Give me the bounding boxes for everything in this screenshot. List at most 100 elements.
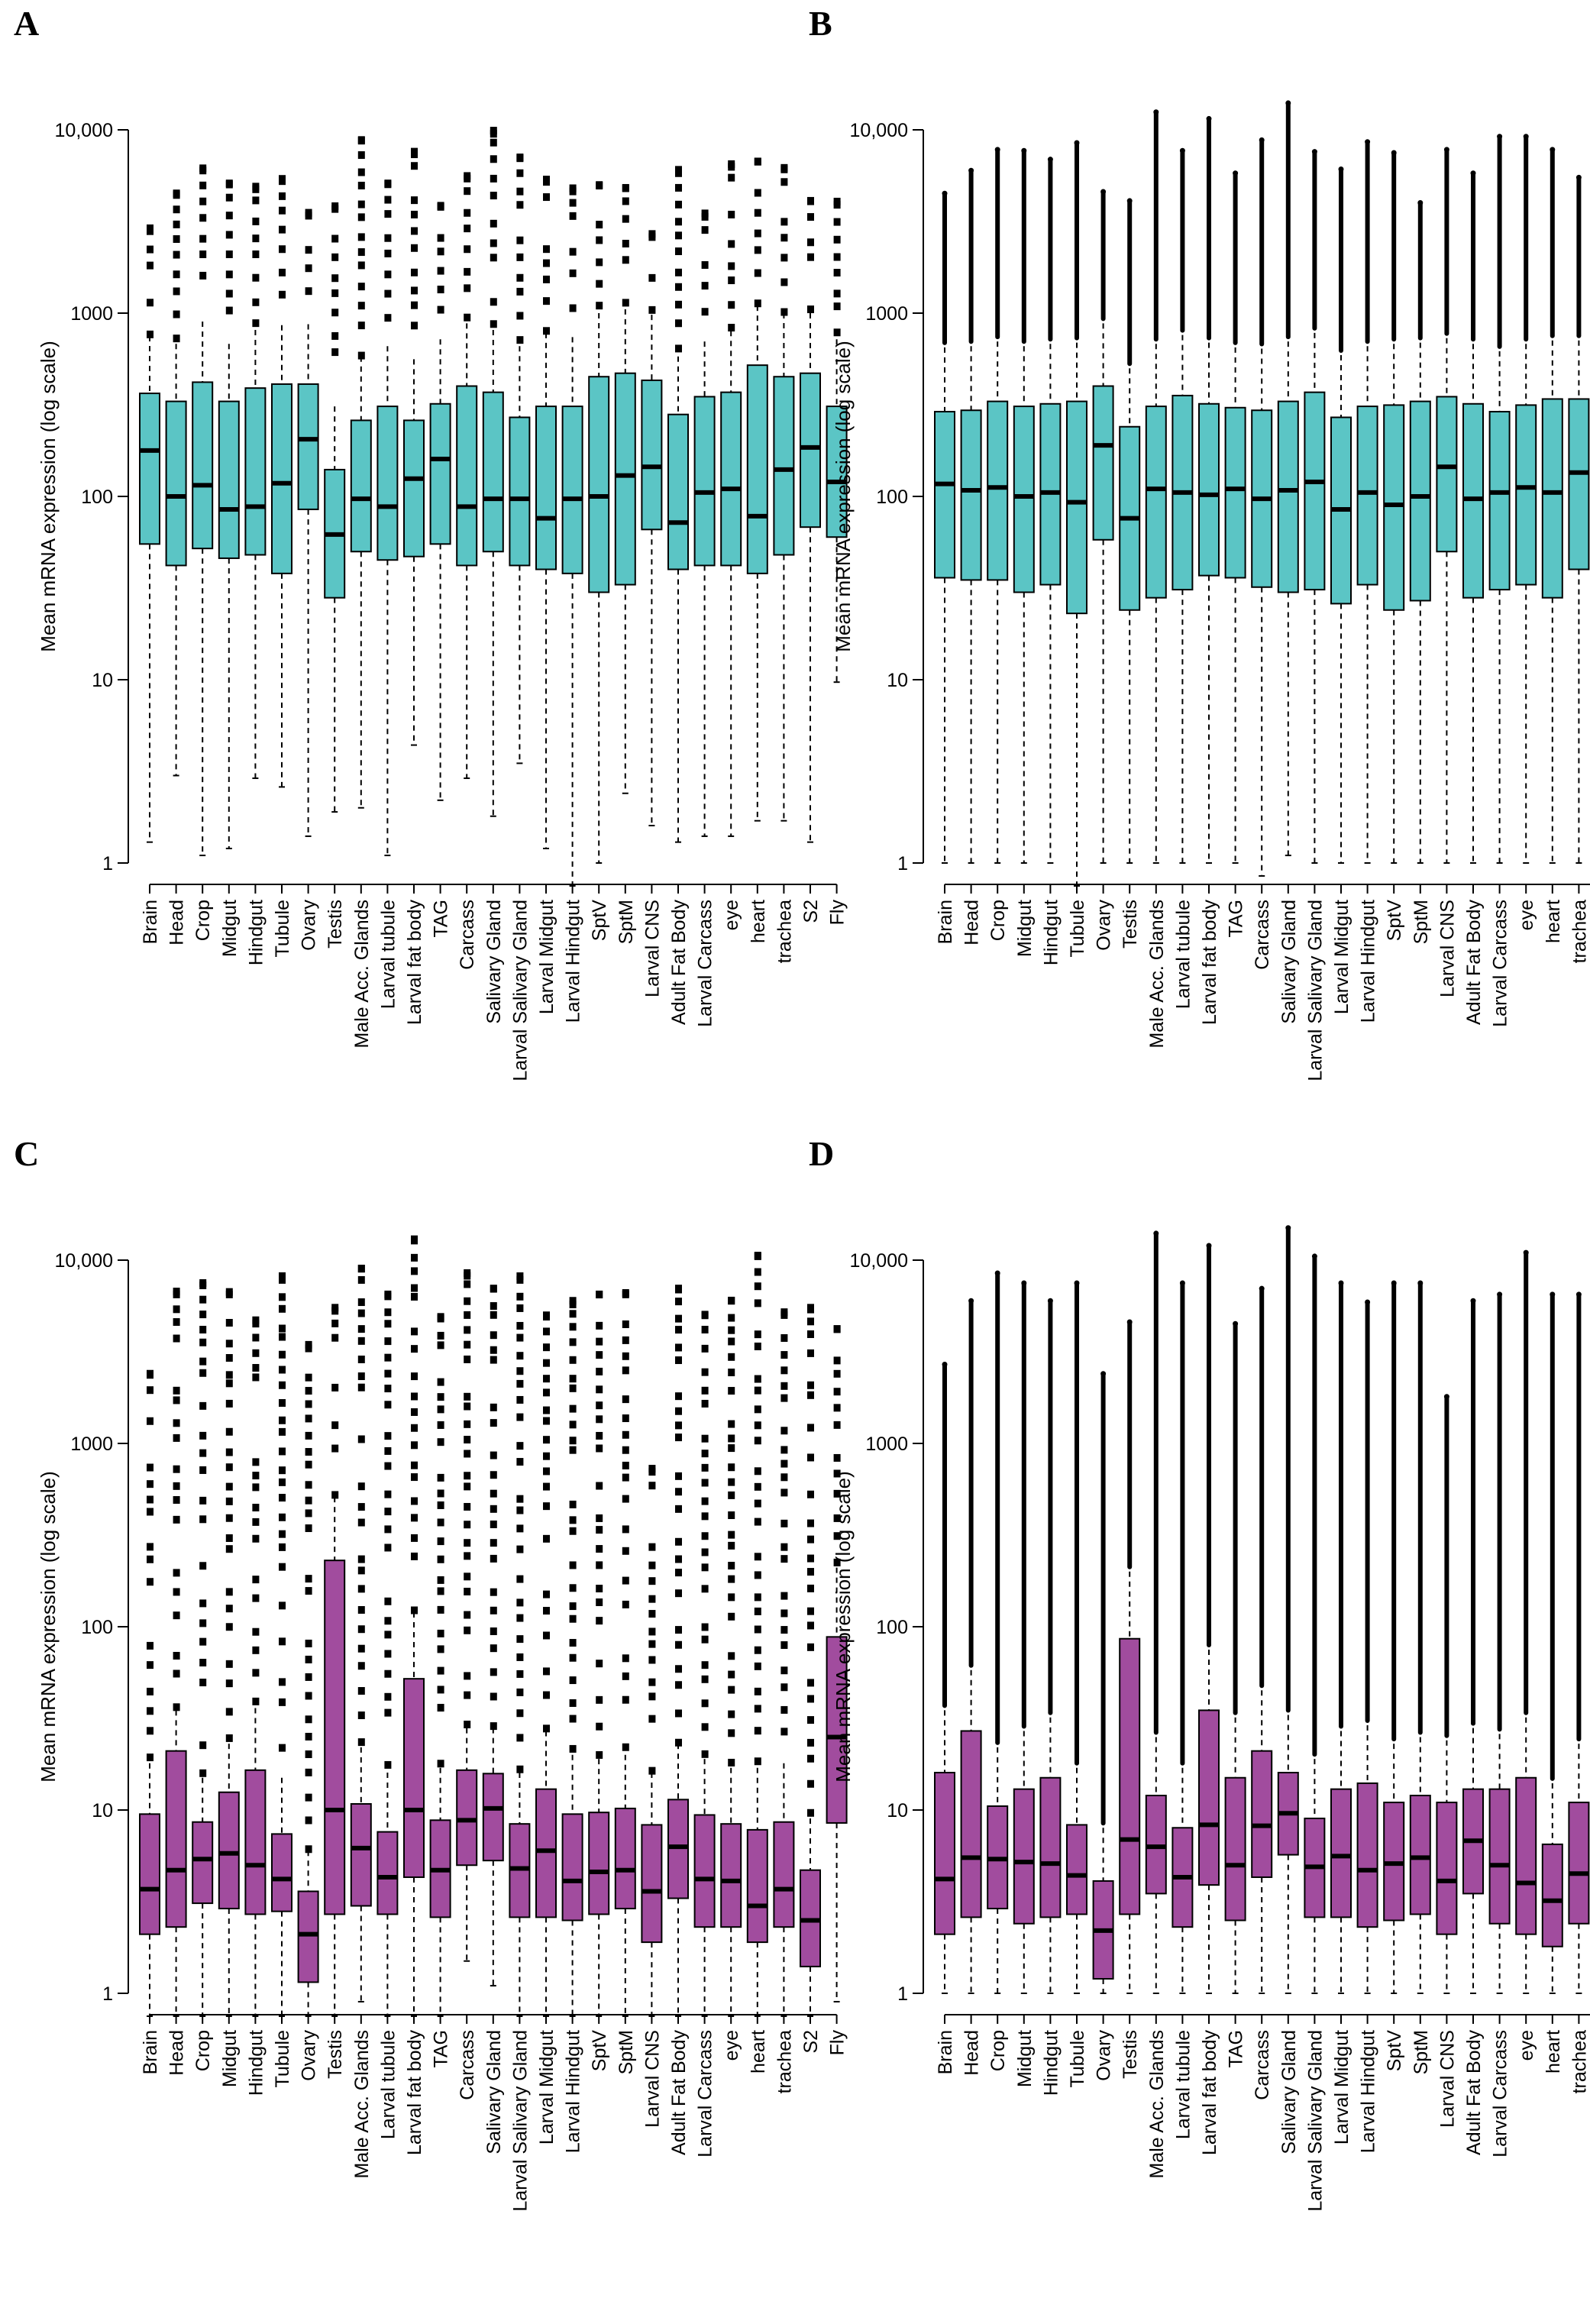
x-category-label: Salivary Gland bbox=[483, 2030, 505, 2154]
outlier-point bbox=[464, 1672, 471, 1680]
outlier-point bbox=[994, 1270, 1000, 1276]
outlier-point bbox=[807, 305, 814, 314]
box-fly bbox=[826, 197, 848, 684]
outlier-point bbox=[780, 1459, 788, 1468]
outlier-point bbox=[596, 1514, 603, 1522]
outlier-point bbox=[437, 286, 444, 294]
outlier-point bbox=[596, 258, 603, 267]
outlier-point bbox=[384, 1525, 392, 1534]
outlier-point bbox=[833, 302, 841, 311]
box-larval-hindgut bbox=[1356, 1299, 1378, 1994]
outlier-point bbox=[728, 1530, 735, 1539]
outlier-point bbox=[437, 234, 444, 242]
box-iqr bbox=[456, 1769, 478, 1867]
outlier-point bbox=[437, 1666, 444, 1675]
outlier-point bbox=[596, 280, 603, 288]
outlier-point bbox=[1365, 1299, 1371, 1305]
outlier-point bbox=[490, 1489, 497, 1498]
outlier-point bbox=[464, 1311, 471, 1319]
outlier-point bbox=[569, 1323, 577, 1331]
outlier-point bbox=[490, 1302, 497, 1311]
box-iqr bbox=[746, 364, 768, 574]
outlier-point bbox=[464, 1269, 471, 1277]
outlier-point bbox=[305, 1673, 312, 1681]
outlier-point bbox=[225, 1534, 233, 1542]
outlier-point bbox=[411, 162, 418, 170]
outlier-point bbox=[173, 310, 180, 318]
outlier-point bbox=[596, 1598, 603, 1606]
outlier-point bbox=[728, 1491, 735, 1499]
outlier-point bbox=[675, 1681, 682, 1689]
outlier-point bbox=[225, 1497, 233, 1505]
outlier-point bbox=[622, 1395, 629, 1404]
outlier-point bbox=[199, 234, 207, 243]
outlier-point bbox=[807, 1554, 814, 1563]
outlier-point bbox=[648, 1561, 656, 1569]
outlier-point bbox=[199, 1278, 207, 1287]
outlier-point bbox=[490, 298, 497, 306]
outlier-point bbox=[279, 1304, 286, 1313]
x-category-label: Larval tubule bbox=[377, 2030, 399, 2139]
outlier-point bbox=[1126, 198, 1133, 204]
outlier-point bbox=[833, 1453, 841, 1462]
outlier-point bbox=[1074, 140, 1080, 146]
outlier-point bbox=[675, 1314, 682, 1323]
outlier-point bbox=[279, 1447, 286, 1456]
outlier-point bbox=[701, 1723, 709, 1731]
outlier-point bbox=[199, 1369, 207, 1377]
outlier-point bbox=[147, 1727, 154, 1735]
outlier-point bbox=[225, 1482, 233, 1491]
outlier-point bbox=[411, 268, 418, 276]
outlier-point bbox=[596, 1660, 603, 1668]
outlier-point bbox=[648, 1577, 656, 1585]
outlier-point bbox=[490, 1356, 497, 1364]
outlier-point bbox=[199, 271, 207, 280]
outlier-point bbox=[384, 1320, 392, 1328]
outlier-point bbox=[701, 282, 709, 290]
outlier-point bbox=[279, 1678, 286, 1686]
outlier-point bbox=[596, 181, 603, 189]
outlier-point bbox=[437, 1421, 444, 1429]
box-iqr bbox=[350, 419, 372, 553]
outlier-point bbox=[728, 1387, 735, 1395]
box-iqr bbox=[244, 387, 267, 556]
x-category-label: Ovary bbox=[299, 2030, 320, 2081]
outlier-point bbox=[543, 178, 550, 186]
y-tick-label: 10,000 bbox=[850, 120, 908, 141]
outlier-point bbox=[728, 173, 735, 182]
x-category-label: Ovary bbox=[299, 900, 320, 951]
outlier-point bbox=[701, 1532, 709, 1540]
outlier-point bbox=[357, 1264, 365, 1272]
outlier-point bbox=[648, 1595, 656, 1603]
outlier-point bbox=[1338, 166, 1344, 173]
outlier-point bbox=[701, 308, 709, 316]
outlier-point bbox=[331, 205, 339, 213]
outlier-point bbox=[199, 1678, 207, 1686]
box-heart bbox=[1541, 147, 1563, 864]
outlier-point bbox=[622, 1336, 629, 1344]
outlier-point bbox=[701, 1344, 709, 1353]
outlier-point bbox=[1443, 147, 1449, 153]
outlier-point bbox=[780, 1473, 788, 1482]
box-larval-salivary-gland bbox=[509, 154, 531, 764]
outlier-point bbox=[1443, 1394, 1449, 1400]
outlier-point bbox=[225, 1588, 233, 1596]
outlier-point bbox=[173, 1482, 180, 1490]
boxplot-chart-a: 1 10 100 1000 10,000 Mean mRNA expression (lo… bbox=[37, 120, 848, 1081]
x-category-label: Carcass bbox=[1252, 2030, 1273, 2100]
outlier-point bbox=[728, 262, 735, 270]
box-testis bbox=[1119, 1319, 1141, 1994]
outlier-point bbox=[305, 1575, 312, 1583]
x-category-label: Larval tubule bbox=[377, 900, 399, 1009]
outlier-point bbox=[543, 1452, 550, 1460]
outlier-point bbox=[173, 1419, 180, 1427]
outlier-point bbox=[252, 196, 260, 205]
outlier-point bbox=[833, 253, 841, 261]
outlier-point bbox=[1259, 137, 1265, 143]
outlier-point bbox=[464, 1326, 471, 1334]
outlier-point bbox=[357, 1298, 365, 1307]
outlier-point bbox=[543, 1388, 550, 1397]
outlier-point bbox=[780, 1609, 788, 1618]
outlier-point bbox=[199, 1431, 207, 1440]
box-larval-fat-body bbox=[1198, 1243, 1220, 1994]
